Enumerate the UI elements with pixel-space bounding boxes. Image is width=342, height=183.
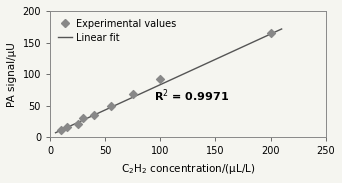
Point xyxy=(75,122,80,125)
Legend: Experimental values, Linear fit: Experimental values, Linear fit xyxy=(55,16,180,46)
Point xyxy=(91,114,97,117)
Point xyxy=(268,32,273,35)
Y-axis label: PA signal/μU: PA signal/μU xyxy=(7,42,17,107)
Point xyxy=(158,78,163,81)
X-axis label: C$_{2}$H$_{2}$ concentration/(μL/L): C$_{2}$H$_{2}$ concentration/(μL/L) xyxy=(121,162,255,176)
Text: R$^{2}$ = 0.9971: R$^{2}$ = 0.9971 xyxy=(154,88,229,104)
Point xyxy=(130,93,135,96)
Point xyxy=(108,104,114,107)
Point xyxy=(58,128,64,131)
Point xyxy=(64,126,69,129)
Point xyxy=(80,117,86,120)
